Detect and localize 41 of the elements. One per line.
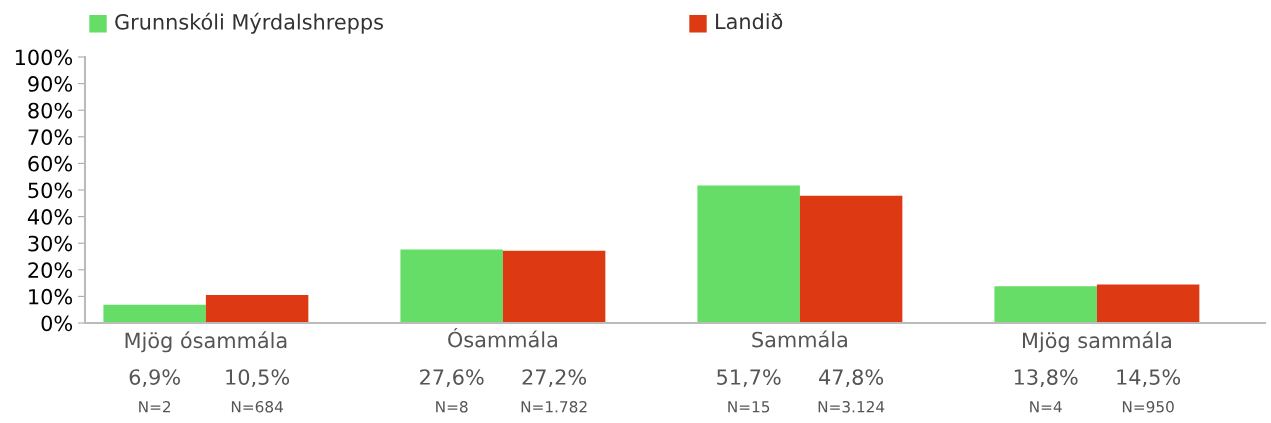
legend-label: Grunnskóli Mýrdalshrepps — [115, 12, 383, 34]
y-tick-label: 30% — [28, 235, 73, 252]
data-label: 27,6% — [420, 369, 484, 388]
bar — [1096, 284, 1200, 323]
y-tick-label: 20% — [28, 262, 73, 279]
y-tick-label: 50% — [28, 182, 73, 199]
text: N=2 — [139, 401, 171, 413]
bar — [697, 185, 800, 323]
y-tick-label: 10% — [29, 288, 73, 305]
y-tick-label: 0% — [41, 315, 73, 332]
x-tick-label: Mjög ósammála — [125, 331, 287, 353]
text: N=8 — [436, 401, 468, 413]
text: N=3.124 — [818, 401, 885, 413]
text: N=684 — [231, 401, 283, 413]
data-label: 10,5% — [226, 369, 290, 388]
y-tick-label: 70% — [28, 129, 73, 146]
bar — [799, 195, 903, 323]
data-label: 13,8% — [1014, 369, 1078, 388]
bar — [400, 249, 503, 323]
x-tick-label: Sammála — [752, 330, 847, 348]
bar — [205, 295, 309, 323]
bar — [994, 286, 1097, 323]
x-tick-label: Ósammála — [448, 327, 557, 348]
data-label: 51,7% — [717, 369, 781, 388]
y-tick-label: 80% — [28, 102, 73, 119]
data-label: 47,8% — [819, 369, 884, 388]
data-label: 6,9% — [129, 369, 180, 388]
bar — [103, 304, 206, 323]
text: N=4 — [1030, 401, 1062, 413]
bar — [502, 250, 606, 323]
y-tick-label: 90% — [28, 76, 73, 92]
x-tick-label: Mjög sammála — [1023, 331, 1171, 353]
y-tick-label: 40% — [27, 209, 73, 225]
text: N=950 — [1122, 401, 1174, 413]
y-tick-label: 100% — [15, 49, 73, 66]
legend-label: Landið — [716, 13, 783, 30]
data-label: 14,5% — [1117, 369, 1181, 388]
y-tick-label: 60% — [28, 155, 73, 172]
text: N=1.782 — [521, 401, 587, 413]
text: N=15 — [728, 401, 770, 413]
data-label: 27,2% — [522, 369, 587, 388]
